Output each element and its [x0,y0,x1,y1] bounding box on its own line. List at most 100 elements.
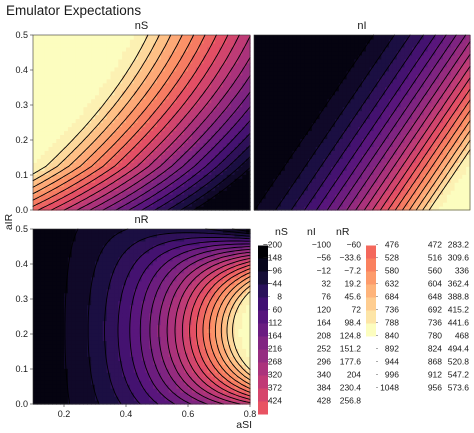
heatmap-cell [56,118,61,124]
heatmap-cell [145,134,150,140]
heatmap-cell [454,46,460,52]
heatmap-cell [254,174,259,179]
heatmap-cell [277,130,282,136]
heatmap-cell [199,174,205,179]
heatmap-cell [164,400,170,405]
heatmap-cell [71,150,77,155]
heatmap-cell [265,182,271,187]
heatmap-cell [114,35,119,40]
heatmap-cell [273,190,278,195]
heatmap-cell [87,94,92,100]
heatmap-cell [188,62,193,68]
heatmap-cell [222,206,228,211]
heatmap-cell [137,106,143,112]
heatmap-cell [230,46,236,52]
heatmap-cell [230,134,236,140]
heatmap-cell [168,126,174,132]
heatmap-cell [335,122,340,128]
heatmap-cell [222,194,228,199]
heatmap-cell [75,86,81,92]
heatmap-cell [412,206,417,211]
heatmap-cell [40,106,46,112]
heatmap-cell [215,50,220,56]
heatmap-cell [331,130,336,136]
heatmap-cell [362,190,367,195]
heatmap-cell [137,62,143,68]
heatmap-cell [102,102,108,108]
heatmap-cell [79,202,84,207]
heatmap-cell [219,62,224,68]
heatmap-cell [412,198,417,203]
heatmap-cell [466,170,471,175]
heatmap-cell [98,110,104,116]
heatmap-cell [319,46,325,52]
heatmap-cell [408,42,413,48]
heatmap-cell [149,134,154,140]
heatmap-cell [211,202,216,207]
heatmap-cell [48,58,53,64]
heatmap-cell [172,118,177,124]
heatmap-cell [48,174,53,179]
heatmap-cell [219,146,224,151]
heatmap-cell [315,50,321,56]
heatmap-cell [342,122,348,128]
heatmap-cell [327,206,332,211]
heatmap-cell [242,190,247,195]
heatmap-cell [95,38,100,44]
heatmap-cell [346,74,352,80]
heatmap-cell [392,46,398,52]
heatmap-cell [114,118,119,124]
heatmap-cell [277,134,282,140]
heatmap-cell [365,142,371,147]
heatmap-cell [254,46,259,52]
heatmap-cell [44,154,50,159]
heatmap-cell [168,158,174,163]
heatmap-cell [114,142,119,147]
heatmap-cell [98,35,104,40]
heatmap-cell [48,90,53,96]
heatmap-cell [157,174,162,179]
heatmap-cell [122,182,127,187]
heatmap-cell [157,138,162,143]
heatmap-cell [443,58,448,64]
heatmap-cell [257,66,263,72]
heatmap-cell [277,46,282,52]
heatmap-cell [95,62,100,68]
heatmap-cell [87,190,92,195]
heatmap-cell [257,114,263,120]
heatmap-cell [408,90,413,96]
heatmap-cell [71,90,77,96]
heatmap-cell [308,90,313,96]
heatmap-cell [362,198,367,203]
heatmap-cell [427,150,433,155]
heatmap-cell [215,134,220,140]
heatmap-cell [222,118,228,124]
heatmap-cell [288,82,294,88]
heatmap-cell [400,38,406,44]
heatmap-cell [373,35,379,40]
heatmap-cell [87,170,92,175]
heatmap-cell [226,82,232,88]
heatmap-cell [110,400,115,405]
heatmap-cell [315,35,321,40]
heatmap-cell [44,62,50,68]
heatmap-cell [91,98,96,104]
heatmap-cell [385,58,390,64]
heatmap-cell [427,174,433,179]
heatmap-cell [238,198,243,203]
heatmap-cell [118,138,123,143]
heatmap-cell [454,142,460,147]
heatmap-cell [246,110,251,116]
heatmap-cell [141,86,146,92]
heatmap-cell [450,178,456,183]
heatmap-cell [323,70,328,76]
heatmap-cell [226,186,232,191]
heatmap-cell [292,70,298,76]
heatmap-cell [269,162,274,167]
heatmap-cell [242,118,247,124]
heatmap-cell [79,190,84,195]
heatmap-cell [257,142,263,147]
heatmap-cell [242,54,247,60]
heatmap-cell [188,142,193,147]
heatmap-cell [431,82,436,88]
